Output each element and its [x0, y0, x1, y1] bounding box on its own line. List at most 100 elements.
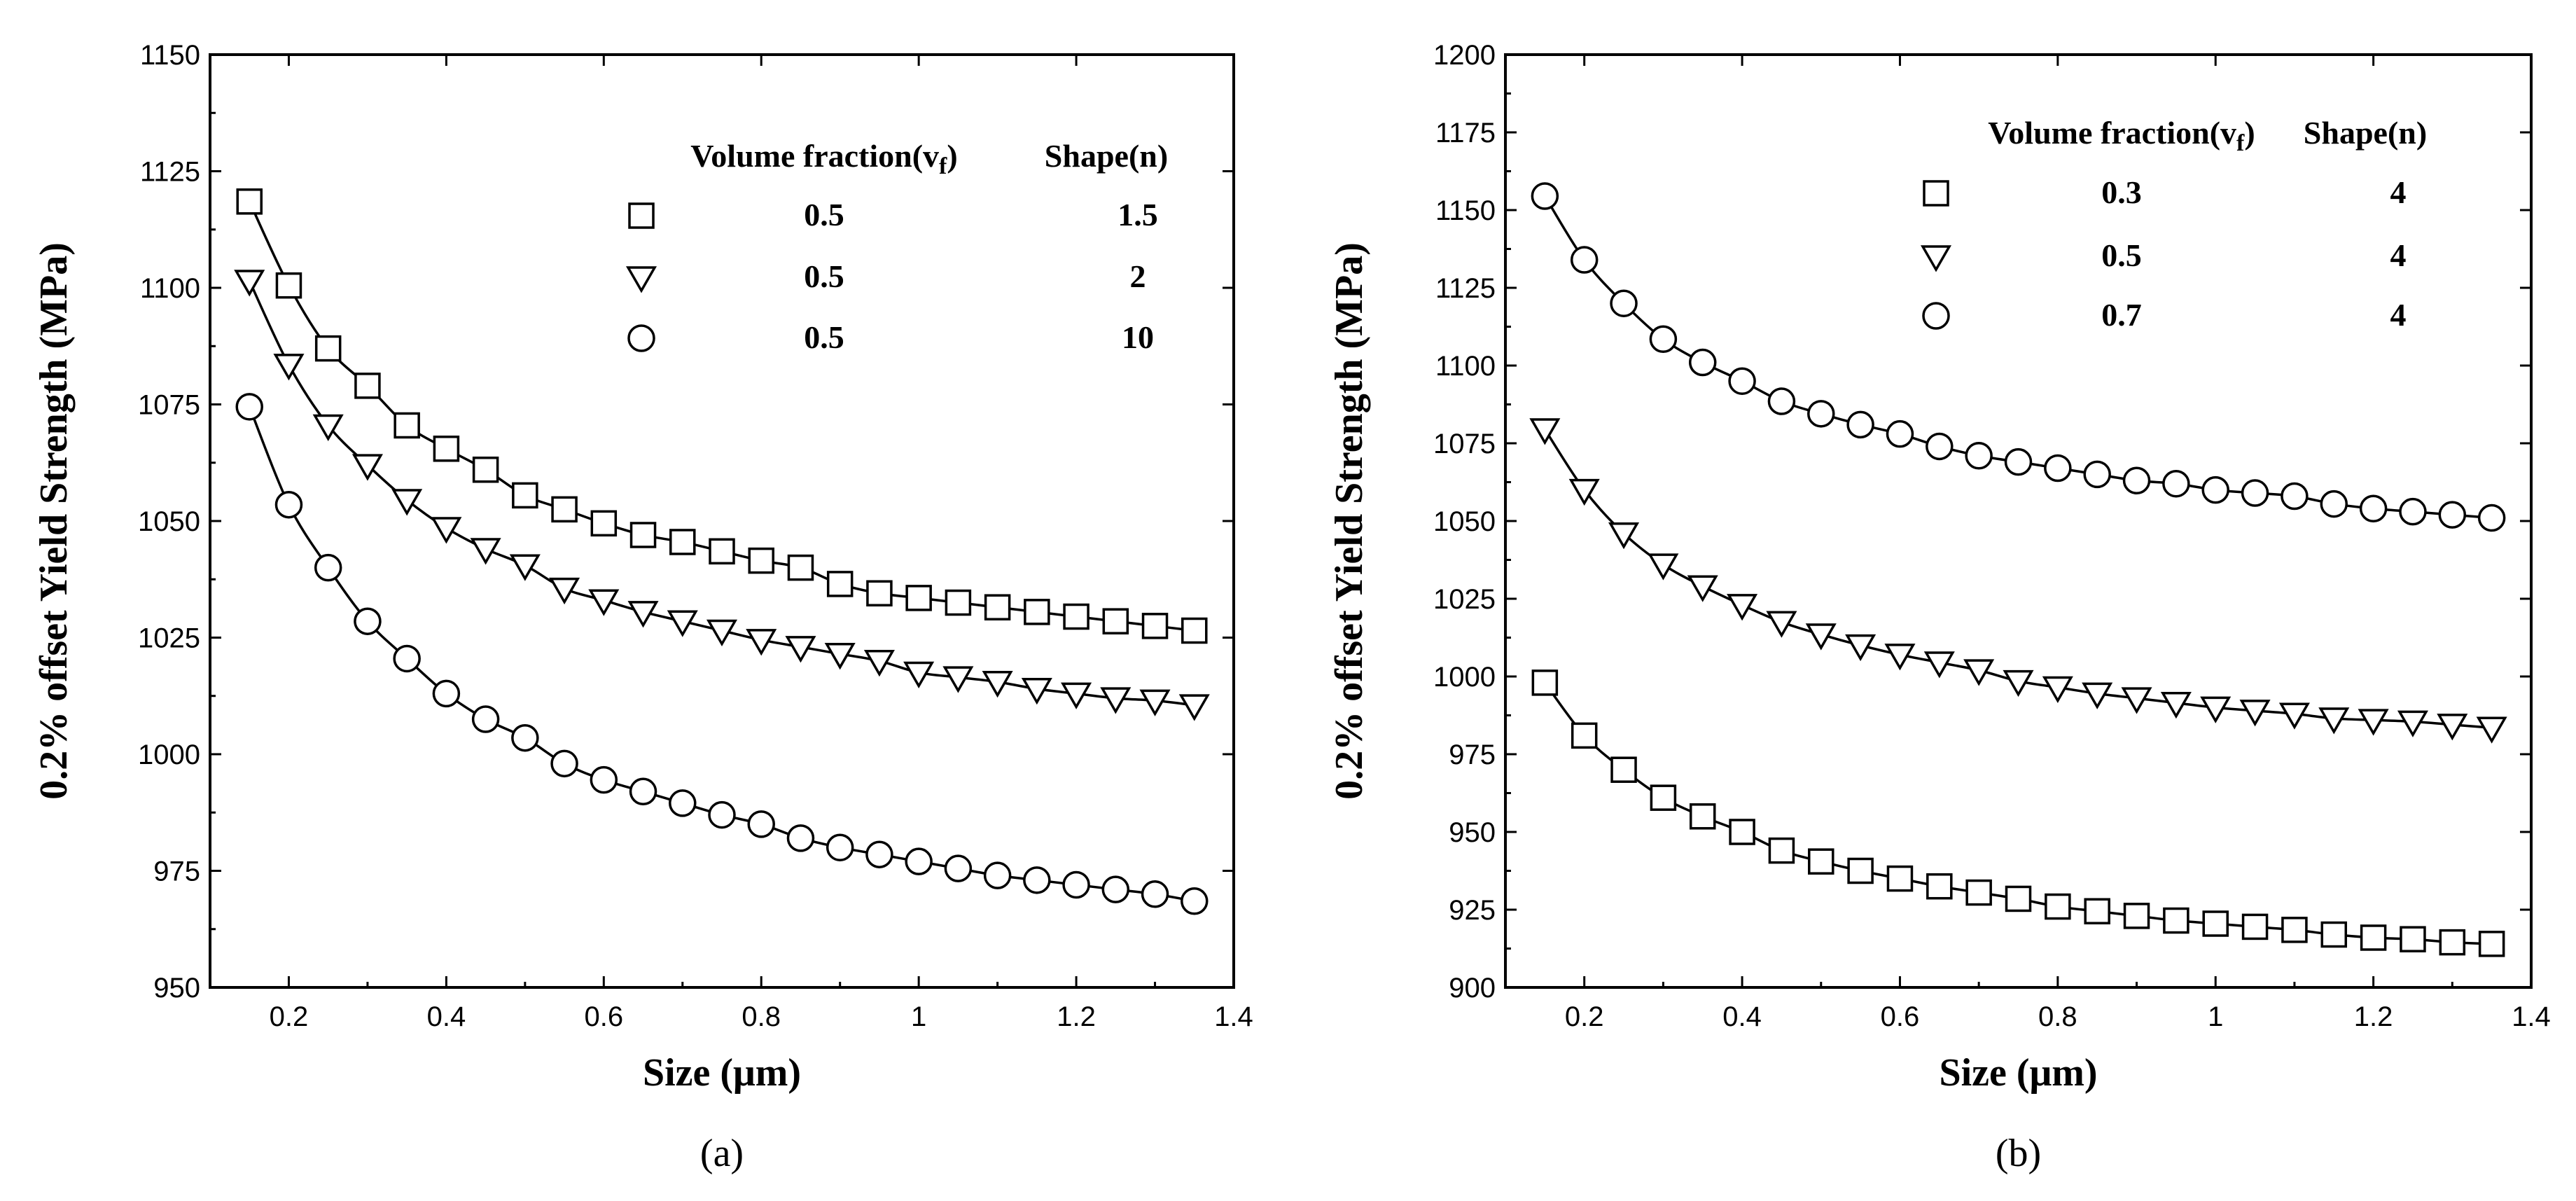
x-tick-label: 0.2 — [1565, 1001, 1604, 1032]
data-point — [2121, 687, 2152, 714]
data-point — [824, 643, 856, 670]
data-point — [903, 661, 935, 688]
data-point — [1649, 325, 1678, 354]
data-point — [590, 510, 618, 537]
data-point — [1610, 756, 1637, 783]
data-point — [1568, 478, 1600, 506]
data-point — [826, 571, 854, 597]
x-axis-title: Size (μm) — [1939, 1051, 2097, 1095]
y-tick-label: 1050 — [1433, 506, 1496, 537]
data-point — [2241, 913, 2269, 940]
data-point — [1805, 623, 1837, 651]
x-tick-label: 1 — [911, 1001, 926, 1032]
data-point — [2437, 714, 2468, 741]
data-point — [944, 854, 973, 882]
series-triangle-down — [234, 270, 1210, 721]
data-point — [590, 765, 618, 794]
data-point — [1061, 682, 1092, 709]
y-tick-label: 1150 — [1435, 195, 1496, 226]
legend: Volume fraction(vf) Shape(n)0.3 40.5 40.7 4 — [1920, 115, 2427, 333]
data-point — [549, 577, 580, 605]
legend-shape-value: 10 — [1122, 319, 1154, 355]
data-point — [235, 393, 263, 421]
data-point — [748, 547, 774, 574]
x-tick-label: 0.8 — [742, 1001, 781, 1032]
x-tick-label: 0.4 — [1722, 1001, 1762, 1032]
data-point — [2005, 885, 2032, 912]
data-point — [472, 456, 499, 483]
y-tick-label: 1100 — [140, 273, 200, 304]
data-point — [865, 840, 893, 868]
data-point — [234, 270, 265, 297]
data-point — [1846, 410, 1874, 439]
data-point — [2122, 466, 2151, 495]
series-circle — [235, 393, 1209, 915]
data-point — [1926, 873, 1953, 900]
legend-vf-value: 0.3 — [2101, 174, 2142, 210]
data-point — [512, 482, 538, 509]
data-point — [312, 414, 344, 441]
data-point — [1100, 687, 1132, 714]
data-point — [1141, 613, 1169, 639]
y-tick-label: 1000 — [138, 740, 200, 770]
x-tick-label: 0.4 — [427, 1001, 466, 1032]
data-point — [1531, 182, 1559, 210]
legend-vf-value: 0.5 — [2101, 237, 2142, 273]
series-triangle-down — [1529, 418, 2507, 744]
legend-vf-value: 0.5 — [804, 197, 844, 232]
data-point — [1024, 599, 1050, 625]
series-square — [1531, 669, 2505, 957]
data-point — [2478, 931, 2505, 957]
data-point — [1062, 870, 1090, 899]
data-point — [2476, 716, 2507, 744]
data-point — [1141, 880, 1169, 908]
x-axis-title: Size (μm) — [643, 1051, 801, 1095]
data-point — [905, 585, 932, 611]
legend-marker — [1920, 245, 1952, 272]
legend-vf-value: 0.5 — [804, 258, 844, 294]
data-point — [669, 529, 696, 555]
y-tick-label: 1075 — [138, 390, 200, 421]
data-point — [2399, 497, 2427, 526]
y-tick-label: 1200 — [1433, 40, 1496, 71]
data-point — [275, 272, 302, 299]
legend-marker — [1922, 302, 1950, 330]
y-tick-label: 1125 — [140, 157, 200, 188]
data-point — [1768, 837, 1795, 864]
data-point — [1766, 611, 1797, 638]
legend-shape-value: 4 — [2390, 174, 2407, 210]
panel-b: 900 925 950 975 1000 1025 1050 1075 1100 1125 1150… — [1328, 40, 2551, 1175]
legend-header-volume-fraction: Volume fraction(vf) — [690, 138, 957, 179]
legend-shape-value: 4 — [2390, 237, 2407, 273]
legend-entry: 0.5 10 — [627, 319, 1154, 355]
data-point — [1728, 367, 1756, 395]
data-point — [391, 489, 423, 516]
data-point — [945, 589, 972, 616]
data-point — [1884, 644, 1916, 671]
data-point — [1571, 722, 1598, 749]
data-point — [2202, 910, 2229, 937]
data-point — [1767, 387, 1796, 415]
data-point — [2201, 475, 2229, 504]
legend-entry: 0.5 1.5 — [628, 197, 1158, 232]
data-point — [1102, 608, 1129, 634]
y-tick-label: 900 — [1449, 973, 1496, 1004]
data-point — [2320, 490, 2348, 518]
legend-entry: 0.3 4 — [1923, 174, 2407, 210]
data-point — [863, 650, 895, 677]
data-point — [1021, 678, 1052, 705]
x-tick-label: 0.2 — [270, 1001, 309, 1032]
data-point — [1886, 419, 1914, 448]
y-tick-label: 1025 — [1433, 584, 1496, 615]
y-tick-label: 975 — [1449, 740, 1496, 770]
series-line — [248, 201, 1195, 632]
data-point — [274, 490, 303, 519]
data-point — [2438, 501, 2467, 529]
data-point — [787, 554, 814, 581]
data-point — [2082, 682, 2113, 709]
data-point — [746, 629, 777, 656]
x-tick-label: 0.6 — [1881, 1001, 1920, 1032]
data-point — [2359, 494, 2388, 522]
data-point — [1181, 887, 1209, 915]
